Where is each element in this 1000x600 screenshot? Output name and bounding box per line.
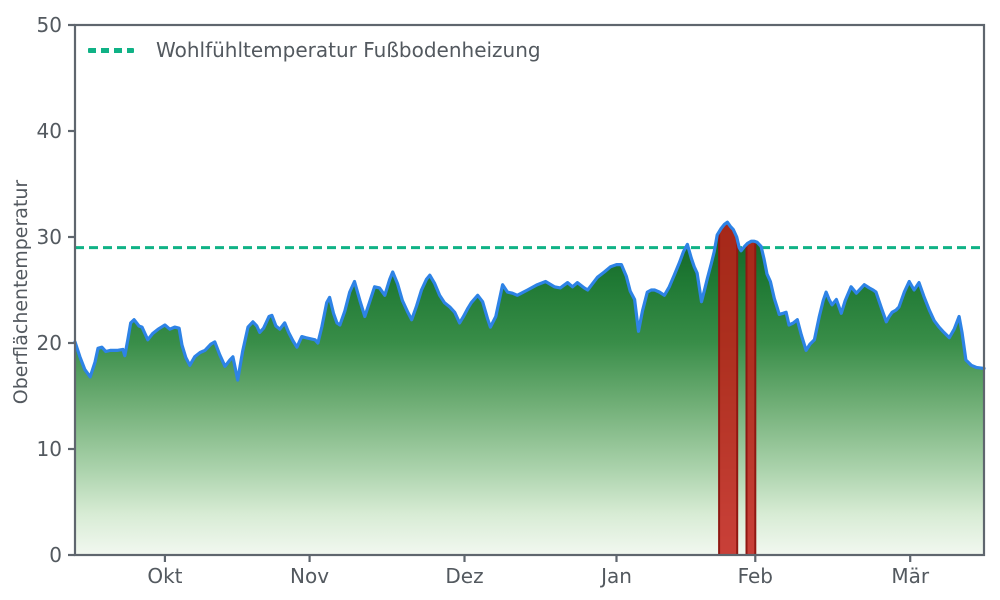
legend: Wohlfühltemperatur Fußbodenheizung (88, 38, 541, 62)
x-tick-label-dez: Dez (445, 564, 483, 588)
y-axis-title: Oberflächentemperatur (10, 179, 32, 405)
temperature-area-fill (75, 222, 984, 555)
y-tick-label-10: 10 (37, 437, 62, 461)
x-tick-label-feb: Feb (738, 564, 773, 588)
plot-frame (73, 23, 986, 557)
exceedance-band-1 (718, 222, 739, 555)
y-tick-label-30: 30 (37, 225, 62, 249)
x-tick-label-jan: Jan (599, 564, 632, 588)
legend-dashed-line-swatch (88, 47, 134, 53)
y-tick-label-40: 40 (37, 119, 62, 143)
exceedance-band-2 (745, 222, 757, 555)
y-tick-label-50: 50 (37, 13, 62, 37)
x-tick-label-mär: Mär (891, 564, 930, 588)
y-tick-label-0: 0 (49, 543, 62, 567)
x-tick-label-okt: Okt (147, 564, 182, 588)
legend-label: Wohlfühltemperatur Fußbodenheizung (156, 38, 541, 62)
temperature-line (73, 220, 986, 382)
x-tick-label-nov: Nov (290, 564, 329, 588)
y-tick-label-20: 20 (37, 331, 62, 355)
